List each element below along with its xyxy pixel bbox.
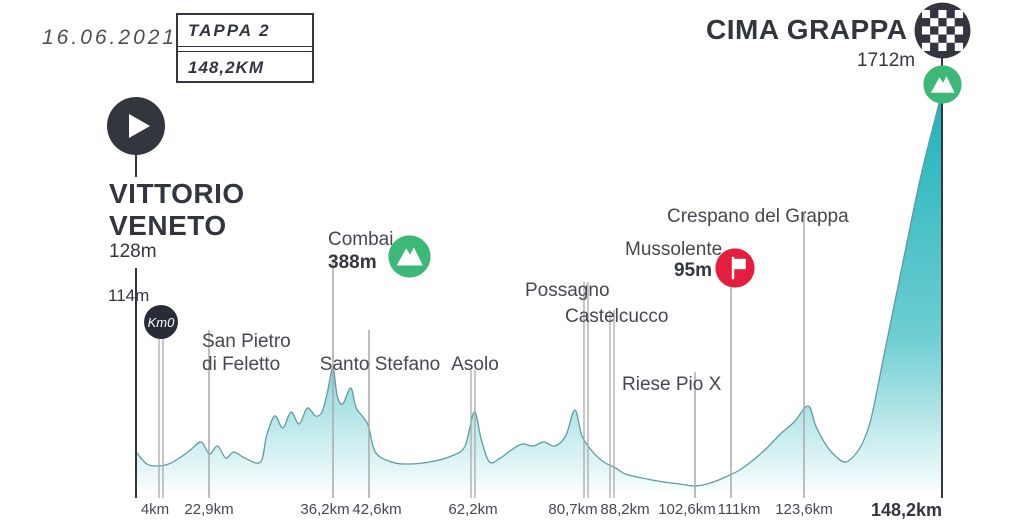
svg-text:4km: 4km <box>141 501 169 518</box>
svg-text:123,6km: 123,6km <box>775 501 833 518</box>
svg-text:36,2km: 36,2km <box>300 501 349 518</box>
svg-text:88,2km: 88,2km <box>600 501 649 518</box>
svg-text:62,2km: 62,2km <box>448 501 497 518</box>
svg-text:102,6km: 102,6km <box>658 501 716 518</box>
svg-text:111km: 111km <box>718 501 761 518</box>
svg-text:148,2km: 148,2km <box>871 500 942 520</box>
svg-text:22,9km: 22,9km <box>184 501 233 518</box>
svg-text:80,7km: 80,7km <box>548 501 597 518</box>
svg-text:42,6km: 42,6km <box>352 501 401 518</box>
